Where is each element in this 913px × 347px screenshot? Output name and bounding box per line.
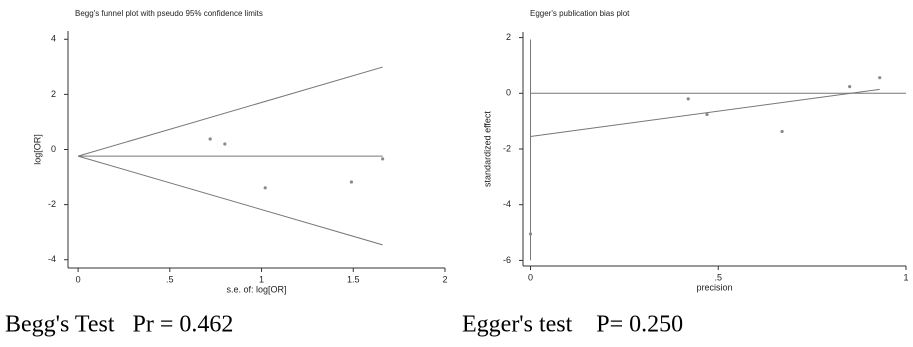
data-point: [349, 180, 354, 184]
data-point: [686, 97, 690, 101]
y-tick-label: -4: [503, 199, 511, 209]
data-point: [878, 76, 882, 80]
data-point: [223, 142, 227, 146]
reference-line: [530, 88, 880, 137]
y-tick-label: 2: [51, 89, 56, 99]
x-tick-label: 1: [903, 272, 908, 282]
data-point: [705, 112, 709, 117]
x-tick-label: 0: [528, 272, 533, 282]
chart-title: Egger's publication bias plot: [530, 9, 630, 18]
x-tick-label: .5: [166, 274, 174, 284]
chart-title: Begg's funnel plot with pseudo 95% confi…: [75, 9, 263, 18]
y-tick-label: 0: [51, 144, 56, 154]
x-tick-label: 1: [259, 274, 264, 284]
y-tick-label: 0: [506, 88, 511, 98]
data-point: [208, 137, 212, 141]
x-tick-label: 2: [442, 274, 447, 284]
x-axis-label: s.e. of: log[OR]: [226, 284, 286, 294]
y-tick-label: -2: [48, 199, 56, 209]
x-tick-label: 0: [76, 274, 81, 284]
y-tick-label: -6: [503, 255, 511, 265]
y-tick-label: -4: [48, 254, 56, 264]
y-tick-label: -2: [503, 143, 511, 153]
y-tick-label: 2: [506, 32, 511, 42]
reference-line: [77, 155, 383, 246]
data-point: [848, 85, 852, 89]
y-tick-label: 4: [51, 34, 56, 44]
y-axis-label: standardized effect: [482, 111, 492, 187]
data-point: [528, 232, 533, 236]
data-point: [780, 129, 784, 134]
data-point: [263, 186, 267, 190]
y-axis-label: log[OR]: [32, 134, 42, 165]
x-tick-label: 1.5: [347, 274, 360, 284]
caption: Egger's test P= 0.250: [462, 312, 683, 338]
caption: Begg's Test Pr = 0.462: [5, 312, 233, 338]
reference-line: [77, 66, 383, 157]
x-tick-label: .5: [714, 272, 722, 282]
data-point: [381, 157, 385, 161]
x-axis-label: precision: [696, 282, 732, 292]
